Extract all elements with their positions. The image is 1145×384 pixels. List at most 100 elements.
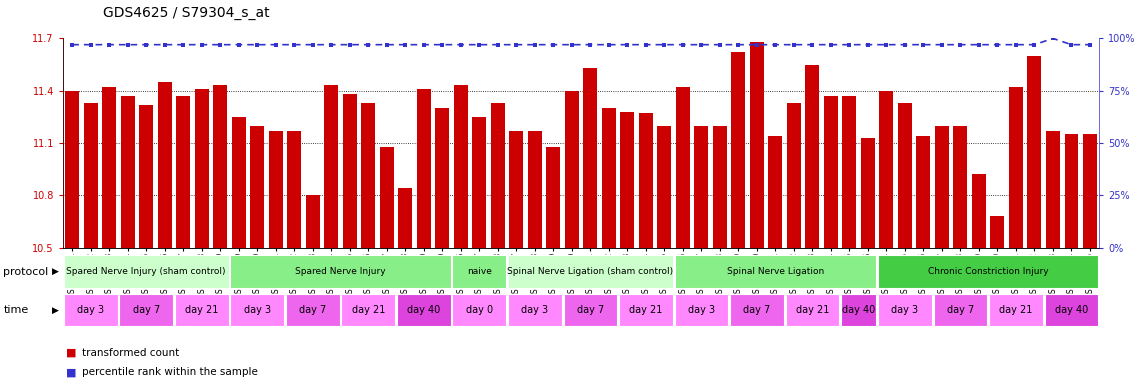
Bar [842,294,876,326]
Text: Spinal Nerve Ligation: Spinal Nerve Ligation [727,267,824,276]
Text: day 3: day 3 [77,305,104,315]
Text: day 7: day 7 [577,305,603,315]
Bar [287,131,301,248]
Bar [546,147,560,248]
Text: day 3: day 3 [521,305,548,315]
Bar [878,255,1098,288]
Text: day 21: day 21 [352,305,385,315]
Bar [694,126,709,248]
Bar [508,255,672,288]
Bar [175,294,229,326]
Bar [65,91,79,248]
Bar [341,294,395,326]
Text: day 0: day 0 [466,305,492,315]
Bar [750,42,764,248]
Bar [362,103,376,248]
Bar [676,87,689,248]
Text: time: time [3,305,29,315]
Bar [713,126,727,248]
Bar [398,189,412,248]
Bar [1044,294,1098,326]
Bar [674,255,876,288]
Text: day 21: day 21 [796,305,829,315]
Bar [64,294,118,326]
Bar [933,294,987,326]
Bar [584,68,598,248]
Bar [785,294,839,326]
Bar [563,294,617,326]
Text: ■: ■ [66,367,77,377]
Bar [64,255,229,288]
Text: day 7: day 7 [133,305,160,315]
Bar [878,294,932,326]
Bar [1009,87,1022,248]
Text: day 21: day 21 [185,305,219,315]
Bar [674,294,728,326]
Bar [1083,134,1097,248]
Bar [453,86,468,248]
Bar [989,294,1043,326]
Bar [380,147,394,248]
Bar [473,117,487,248]
Text: percentile rank within the sample: percentile rank within the sample [82,367,259,377]
Bar [269,131,283,248]
Bar [787,103,800,248]
Bar [1065,134,1079,248]
Bar [231,117,246,248]
Text: day 3: day 3 [688,305,714,315]
Text: day 21: day 21 [1000,305,1033,315]
Bar [452,255,506,288]
Bar [417,89,431,248]
Bar [990,216,1004,248]
Text: day 21: day 21 [629,305,663,315]
Bar [954,126,968,248]
Bar [251,126,264,248]
Text: day 3: day 3 [244,305,271,315]
Text: day 40: day 40 [842,305,875,315]
Text: ▶: ▶ [52,306,58,314]
Bar [1027,56,1041,248]
Bar [898,103,911,248]
Text: GDS4625 / S79304_s_at: GDS4625 / S79304_s_at [103,6,270,20]
Bar [972,174,986,248]
Bar [306,195,319,248]
Bar [342,94,357,248]
Bar [230,255,451,288]
Bar [119,294,173,326]
Bar [916,136,931,248]
Bar [843,96,856,248]
Bar [935,126,949,248]
Text: Spared Nerve Injury (sham control): Spared Nerve Injury (sham control) [66,267,226,276]
Bar [84,103,97,248]
Bar [879,91,893,248]
Bar [230,294,284,326]
Text: Chronic Constriction Injury: Chronic Constriction Injury [927,267,1049,276]
Bar [158,82,172,248]
Bar [732,52,745,248]
Text: day 40: day 40 [408,305,441,315]
Bar [397,294,451,326]
Bar [510,131,523,248]
Bar [452,294,506,326]
Text: transformed count: transformed count [82,348,180,358]
Bar [1047,131,1060,248]
Bar [435,108,449,248]
Bar [824,96,838,248]
Bar [768,136,782,248]
Bar [861,138,875,248]
Bar [491,103,505,248]
Bar [657,126,671,248]
Bar [602,108,616,248]
Text: day 3: day 3 [891,305,918,315]
Bar [508,294,562,326]
Text: naive: naive [467,267,491,276]
Bar [195,89,208,248]
Bar [213,86,227,248]
Bar [621,112,634,248]
Text: day 7: day 7 [299,305,326,315]
Text: Spinal Nerve Ligation (sham control): Spinal Nerve Ligation (sham control) [507,267,673,276]
Text: day 7: day 7 [947,305,974,315]
Bar [121,96,135,248]
Text: ▶: ▶ [52,267,58,276]
Bar [324,86,338,248]
